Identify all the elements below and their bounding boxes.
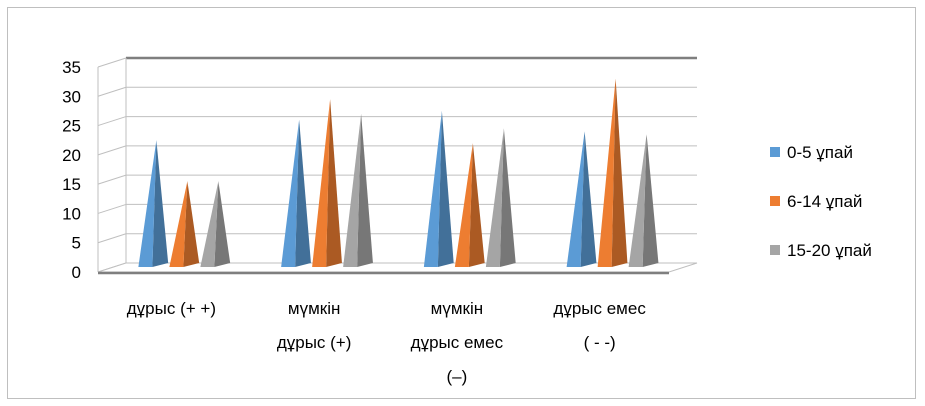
y-tick-label: 25: [62, 117, 81, 136]
pyramid-side-0: [295, 119, 311, 268]
pyramid-face-2: [485, 128, 504, 267]
pyramid-side-1: [183, 181, 200, 267]
pyramid-face-1: [312, 99, 331, 268]
pyramid-face-0: [281, 119, 300, 268]
y-tick-label: 35: [62, 58, 81, 77]
gridline-depth: [97, 116, 127, 127]
pyramid-face-1: [597, 78, 616, 268]
pyramid-side-2: [642, 134, 659, 267]
pyramid-face-0: [138, 140, 157, 267]
y-tick-label: 5: [72, 234, 81, 253]
x-tick-label: ( - -): [584, 333, 616, 352]
legend-swatch: [770, 147, 780, 157]
y-tick-label: 30: [62, 87, 81, 106]
pyramid-side-1: [611, 78, 628, 268]
pyramid-face-2: [628, 134, 647, 267]
gridline-depth: [97, 174, 127, 185]
pyramid-side-2: [499, 128, 516, 267]
pyramid-face-1: [169, 181, 188, 267]
gridline-depth: [97, 86, 127, 97]
pyramid-face-2: [200, 181, 219, 267]
legend-swatch: [770, 245, 780, 255]
x-tick-label: дұрыс (+): [277, 333, 352, 352]
pyramid-face-2: [343, 113, 362, 268]
pyramid-side-1: [468, 143, 485, 267]
pyramid-side-0: [580, 131, 597, 267]
gridline-depth: [97, 57, 127, 68]
gridline-depth: [97, 203, 127, 214]
legend-label: 0-5 ұпай: [787, 143, 853, 162]
x-tick-label: дұрыс емес: [553, 299, 646, 318]
pyramid-side-0: [152, 140, 169, 267]
legend-label: 15-20 ұпай: [787, 241, 872, 260]
y-tick-label: 15: [62, 175, 81, 194]
legend-label: 6-14 ұпай: [787, 192, 862, 211]
gridline-depth: [97, 145, 127, 156]
pyramid-face-1: [454, 143, 473, 267]
legend-swatch: [770, 196, 780, 206]
y-tick-label: 0: [72, 263, 81, 282]
pyramid-side-1: [326, 99, 342, 268]
x-tick-label: мүмкін: [431, 299, 483, 318]
pyramid-side-0: [437, 110, 454, 267]
x-tick-label: дұрыс емес: [411, 333, 504, 352]
pyramid-face-0: [566, 131, 585, 267]
pyramid-side-2: [357, 113, 373, 268]
pyramid-face-0: [423, 110, 442, 267]
x-tick-label: мүмкін: [288, 299, 340, 318]
x-tick-label: (–): [446, 367, 467, 386]
gridline-depth: [97, 233, 127, 244]
y-tick-label: 10: [62, 204, 81, 223]
x-tick-label: дұрыс (+ +): [127, 299, 216, 318]
pyramid-side-2: [214, 181, 231, 267]
y-tick-label: 20: [62, 146, 81, 165]
